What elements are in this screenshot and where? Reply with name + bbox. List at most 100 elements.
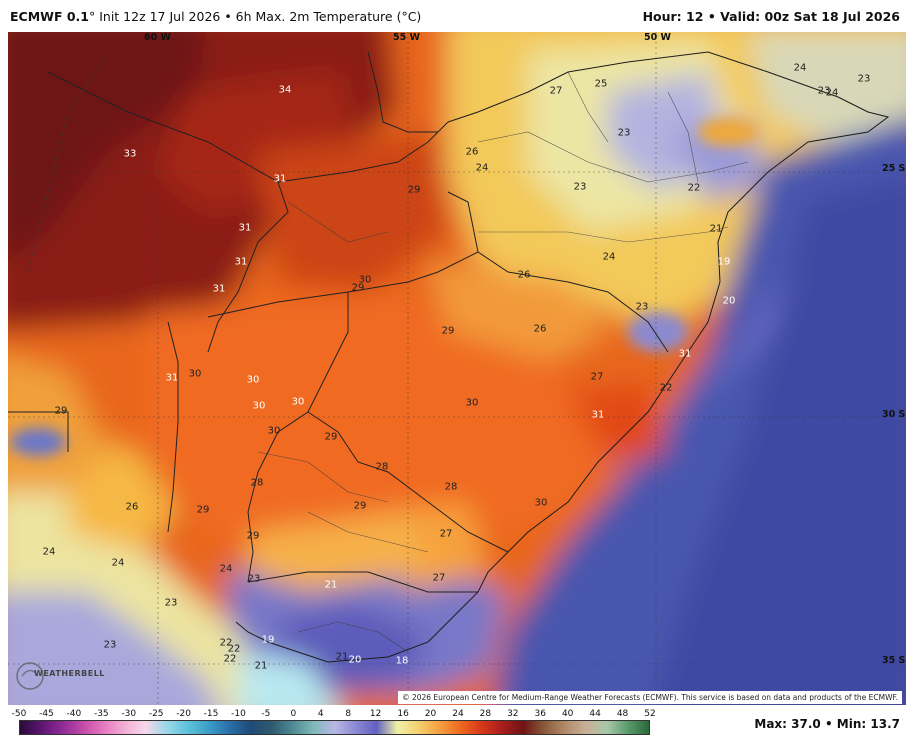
map-field-svg xyxy=(8,32,906,705)
lon-label-60w: 60 W xyxy=(144,32,172,43)
temperature-label: 29 xyxy=(407,184,421,196)
colorbar-tick: 0 xyxy=(290,709,297,719)
temperature-label: 31 xyxy=(212,283,226,295)
colorbar-tick: 28 xyxy=(479,709,492,719)
map-title: ECMWF 0.1° Init 12z 17 Jul 2026 • 6h Max… xyxy=(10,9,421,24)
temperature-label: 23 xyxy=(617,127,631,139)
colorbar-tick: -15 xyxy=(203,709,219,719)
colorbar-tick: -40 xyxy=(66,709,82,719)
colorbar-tick: 48 xyxy=(616,709,629,719)
temperature-label: 22 xyxy=(687,182,701,194)
temperature-label: 19 xyxy=(717,256,731,268)
temperature-label: 25 xyxy=(594,78,608,90)
temperature-label: 26 xyxy=(465,146,479,158)
temperature-label: 30 xyxy=(534,497,548,509)
max-label: Max: xyxy=(754,717,787,731)
max-value: 37.0 xyxy=(791,717,821,731)
temperature-label: 22 xyxy=(223,653,237,665)
colorbar-tick: 8 xyxy=(345,709,352,719)
colorbar-tick: -10 xyxy=(231,709,246,719)
temperature-label: 30 xyxy=(465,397,479,409)
colorbar-ticks: -50 -45 -40 -35 -30 -25 -20 -15 -10 -5 0 4 8 12 16 20 24… xyxy=(12,709,656,720)
weatherbell-logo-icon xyxy=(16,662,44,690)
temperature-label: 29 xyxy=(324,431,338,443)
temperature-label: 30 xyxy=(246,374,260,386)
temperature-label: 24 xyxy=(111,557,125,569)
temperature-label: 20 xyxy=(722,295,736,307)
temperature-label: 28 xyxy=(375,461,389,473)
temperature-label: 30 xyxy=(188,368,202,380)
temperature-label: 23 xyxy=(103,639,117,651)
temperature-label: 24 xyxy=(793,62,807,74)
temperature-label: 23 xyxy=(164,597,178,609)
temperature-label: 30 xyxy=(252,400,266,412)
colorbar-tick: 32 xyxy=(507,709,519,719)
model-name: ECMWF 0.1 xyxy=(10,9,89,24)
temperature-label: 31 xyxy=(238,222,252,234)
temperature-shading xyxy=(8,32,906,705)
temperature-label: 29 xyxy=(196,504,210,516)
temperature-label: 28 xyxy=(444,481,458,493)
temperature-label: 31 xyxy=(678,348,692,360)
temperature-label: 21 xyxy=(324,579,338,591)
temperature-label: 31 xyxy=(234,256,248,268)
colorbar-tick: -20 xyxy=(176,709,191,719)
valid-label: Valid: xyxy=(720,9,761,24)
field-name: 6h Max. 2m Temperature (°C) xyxy=(231,9,422,24)
temperature-label: 24 xyxy=(42,546,56,558)
country-borders xyxy=(8,51,669,593)
colorbar-tick: -45 xyxy=(39,709,54,719)
temperature-label: 20 xyxy=(348,654,362,666)
colorbar-tick: -50 xyxy=(11,709,27,719)
temperature-label: 29 xyxy=(54,405,68,417)
temperature-label: 21 xyxy=(254,660,268,672)
weatherbell-logo: WEATHERBELL xyxy=(14,659,104,693)
temperature-label: 19 xyxy=(261,634,275,646)
bullet-separator: • xyxy=(224,9,232,24)
temperature-label: 23 xyxy=(247,573,261,585)
colorbar-tick: 4 xyxy=(317,709,324,719)
degree-symbol: ° xyxy=(88,9,96,24)
colorbar-tick: 40 xyxy=(561,709,574,719)
valid-value: 00z Sat 18 Jul 2026 xyxy=(764,9,900,24)
temperature-label: 29 xyxy=(246,530,260,542)
lon-label-50w: 50 W xyxy=(644,32,672,43)
temperature-label: 31 xyxy=(591,409,605,421)
temperature-label: 31 xyxy=(165,372,179,384)
max-min-stats: Max: 37.0 • Min: 13.7 xyxy=(754,717,900,731)
state-borders xyxy=(27,51,749,653)
temperature-label: 34 xyxy=(278,84,292,96)
temperature-label: 27 xyxy=(439,528,453,540)
temperature-label: 23 xyxy=(573,181,587,193)
temperature-colorbar xyxy=(19,720,650,735)
temperature-label: 23 xyxy=(857,73,871,85)
temperature-label: 30 xyxy=(358,274,372,286)
hour-label: Hour: xyxy=(642,9,682,24)
temperature-label: 24 xyxy=(602,251,616,263)
colorbar-tick: 44 xyxy=(589,709,601,719)
temperature-label: 26 xyxy=(533,323,547,335)
temperature-label: 29 xyxy=(441,325,455,337)
colorbar-tick: 16 xyxy=(397,709,409,719)
lat-label-35s: 35 S xyxy=(882,655,906,666)
temperature-label: 27 xyxy=(432,572,446,584)
colorbar-tick: 24 xyxy=(452,709,464,719)
copyright-credit: © 2026 European Centre for Medium-Range … xyxy=(398,691,902,704)
temperature-label: 30 xyxy=(291,396,305,408)
lat-label-25s: 25 S xyxy=(882,163,906,174)
header-bar: ECMWF 0.1° Init 12z 17 Jul 2026 • 6h Max… xyxy=(0,0,914,32)
temperature-label: 22 xyxy=(659,382,673,394)
colorbar-tick: -25 xyxy=(148,709,164,719)
temperature-label: 22 xyxy=(227,643,241,655)
temperature-label: 29 xyxy=(351,282,365,294)
temperature-label: 27 xyxy=(549,85,563,97)
temperature-map[interactable]: 60 W 55 W 50 W 25 S 30 S 35 S 34 33 31 31 31… xyxy=(8,32,906,705)
temperature-label: 31 xyxy=(273,173,287,185)
temperature-label: 24 xyxy=(219,563,233,575)
logo-text: WEATHERBELL xyxy=(34,669,105,678)
colorbar-tick: -5 xyxy=(261,709,271,719)
lon-label-55w: 55 W xyxy=(393,32,421,43)
temperature-label: 26 xyxy=(517,269,531,281)
hour-value: 12 xyxy=(686,9,704,24)
colorbar-tick: 52 xyxy=(644,709,656,719)
